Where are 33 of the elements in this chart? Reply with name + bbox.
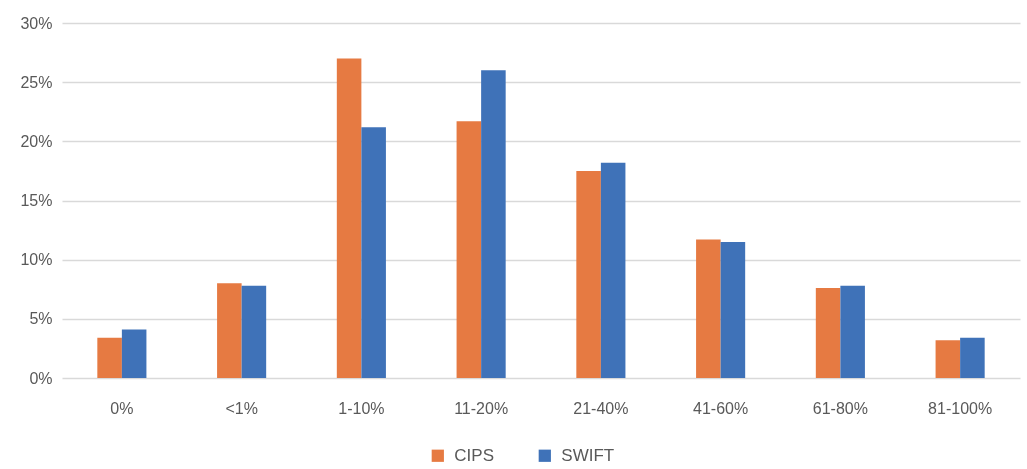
bar: [97, 337, 122, 378]
x-tick-label: 41-60%: [693, 399, 749, 417]
bar: [840, 285, 865, 378]
x-tick-label: 61-80%: [812, 399, 868, 417]
legend-label: SWIFT: [561, 445, 615, 465]
x-tick-label: 81-100%: [928, 399, 993, 417]
legend-label: CIPS: [454, 445, 494, 465]
x-tick-label: <1%: [225, 399, 258, 417]
bar: [960, 337, 985, 378]
bar: [361, 127, 386, 378]
bar: [121, 329, 147, 378]
x-tick-label: 0%: [110, 399, 134, 417]
bar: [241, 285, 267, 378]
y-tick-label: 30%: [20, 14, 53, 32]
bar: [576, 170, 601, 378]
bar: [696, 239, 721, 378]
y-tick-label: 25%: [20, 73, 53, 91]
x-tick-label: 21-40%: [573, 399, 629, 417]
y-tick-label: 10%: [20, 251, 53, 269]
y-tick-label: 5%: [29, 310, 53, 328]
bar: [600, 162, 626, 378]
bar: [336, 58, 362, 378]
bar: [481, 70, 506, 378]
y-tick-label: 15%: [20, 192, 53, 209]
y-tick-label: 20%: [20, 132, 53, 150]
x-tick-label: 1-10%: [338, 399, 385, 417]
x-tick-label: 11-20%: [454, 399, 509, 417]
y-tick-label: 0%: [29, 369, 53, 387]
bar: [720, 241, 746, 378]
bar: [456, 121, 482, 378]
bar: [935, 340, 961, 378]
bar: [815, 288, 841, 378]
bar: [217, 283, 242, 378]
